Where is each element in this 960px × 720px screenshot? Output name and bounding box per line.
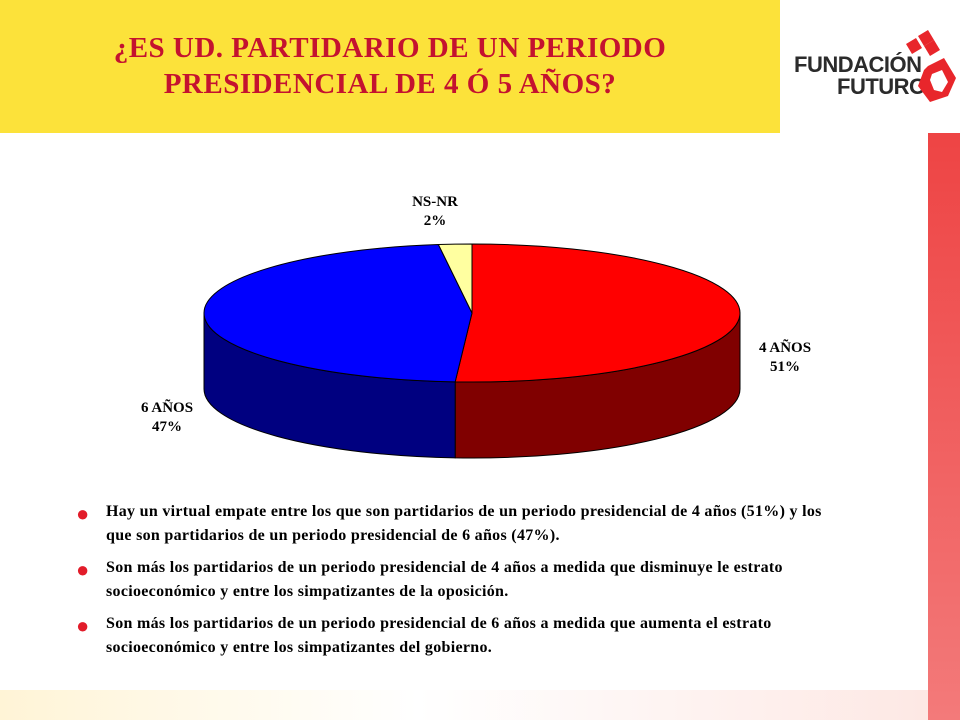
pie-chart: NS-NR 2% 4 AÑOS 51% 6 AÑOS 47% bbox=[0, 133, 928, 488]
slice-label-4-anos-name: 4 AÑOS bbox=[758, 340, 812, 356]
pie-slice-4-anos bbox=[454, 243, 741, 383]
bullet-text: Son más los partidarios de un periodo pr… bbox=[106, 559, 783, 600]
logo-text: FUNDACIÓN FUTURO bbox=[794, 54, 926, 98]
slice-label-ns-nr-name: NS-NR bbox=[412, 194, 458, 210]
page-title: ¿ES UD. PARTIDARIO DE UN PERIODO PRESIDE… bbox=[20, 30, 760, 102]
bullet-dot: ● bbox=[76, 501, 90, 526]
findings-list: ● Hay un virtual empate entre los que so… bbox=[70, 500, 830, 668]
logo-line-1: FUNDACIÓN bbox=[794, 52, 922, 77]
list-item: ● Son más los partidarios de un periodo … bbox=[70, 612, 830, 660]
title-line-1: ¿ES UD. PARTIDARIO DE UN PERIODO bbox=[113, 32, 667, 64]
bullet-text: Son más los partidarios de un periodo pr… bbox=[106, 615, 772, 656]
pie-chart-svg bbox=[203, 243, 741, 459]
logo-line-2: FUTURO bbox=[837, 74, 926, 99]
list-item: ● Hay un virtual empate entre los que so… bbox=[70, 500, 830, 548]
slice-label-6-anos-value: 47% bbox=[152, 419, 182, 435]
slice-label-ns-nr-value: 2% bbox=[423, 213, 447, 229]
slice-label-ns-nr: NS-NR 2% bbox=[395, 193, 475, 231]
bullet-dot: ● bbox=[76, 557, 90, 582]
title-line-2: PRESIDENCIAL DE 4 Ó 5 AÑOS? bbox=[163, 68, 617, 100]
slice-label-6-anos-name: 6 AÑOS bbox=[140, 400, 194, 416]
slice-label-6-anos: 6 AÑOS 47% bbox=[127, 399, 207, 437]
title-banner: ¿ES UD. PARTIDARIO DE UN PERIODO PRESIDE… bbox=[0, 0, 780, 133]
slice-label-4-anos: 4 AÑOS 51% bbox=[745, 339, 825, 377]
key-icon bbox=[906, 30, 956, 102]
slice-label-4-anos-value: 51% bbox=[770, 359, 800, 375]
bullet-text: Hay un virtual empate entre los que son … bbox=[106, 503, 822, 544]
right-decor-stripe bbox=[928, 133, 960, 720]
pie-slice-ns-nr bbox=[437, 243, 473, 314]
bottom-decor-stripe bbox=[0, 690, 928, 720]
bullet-dot: ● bbox=[76, 613, 90, 638]
pie-slice-6-anos bbox=[203, 244, 473, 383]
list-item: ● Son más los partidarios de un periodo … bbox=[70, 556, 830, 604]
fundacion-futuro-logo: FUNDACIÓN FUTURO bbox=[790, 30, 960, 110]
